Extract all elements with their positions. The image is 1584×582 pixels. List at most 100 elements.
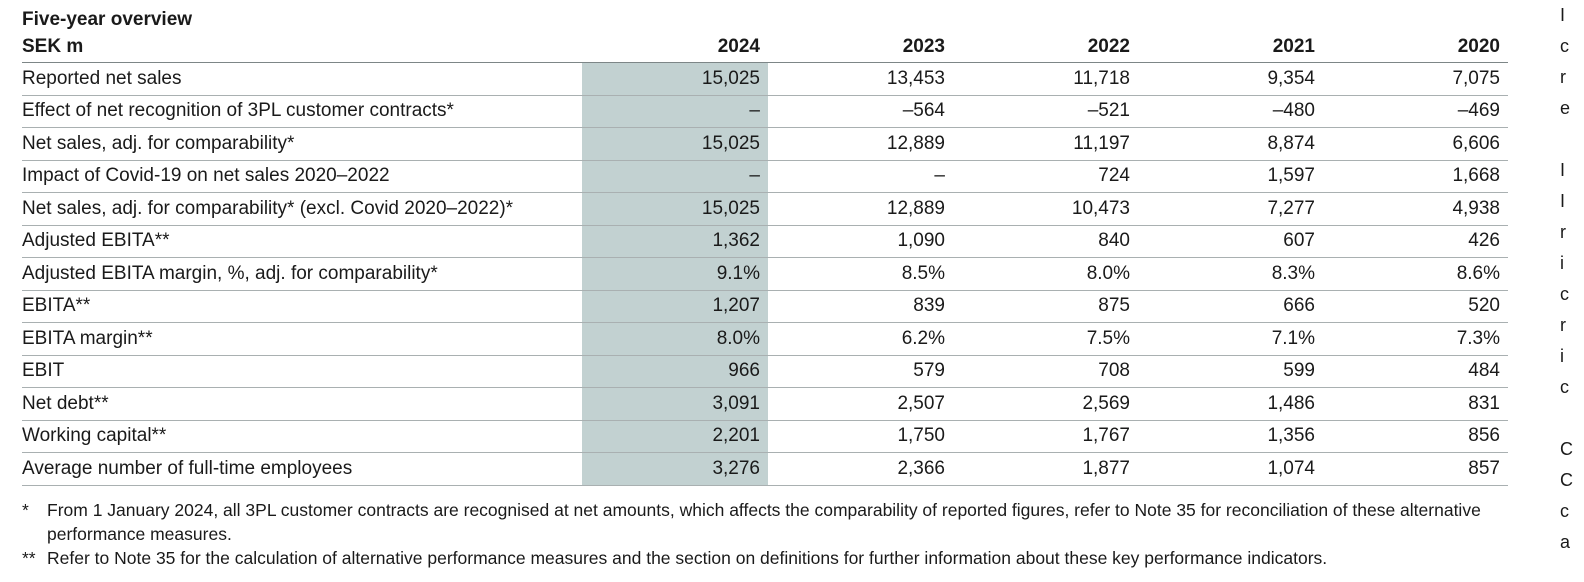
cell-2022: 1,767: [953, 420, 1138, 453]
overview-table: SEK m 2024 2023 2022 2021 2020 Reported …: [22, 32, 1508, 486]
cell-2023: 12,889: [768, 192, 953, 226]
cell-2021: 7,277: [1138, 192, 1323, 226]
five-year-overview: Five-year overview SEK m 2024 2023 2022 …: [22, 8, 1508, 570]
cell-2020: 520: [1323, 290, 1508, 323]
cell-2024: 1,207: [582, 290, 768, 323]
cell-2024: 8.0%: [582, 322, 768, 356]
cell-2021: 666: [1138, 290, 1323, 323]
cell-2024: 3,091: [582, 387, 768, 421]
row-label: Impact of Covid-19 on net sales 2020–202…: [22, 160, 582, 193]
cell-2023: 12,889: [768, 127, 953, 161]
cell-2022: –521: [953, 95, 1138, 128]
year-header-2024: 2024: [582, 32, 768, 63]
cell-2020: 7,075: [1323, 62, 1508, 96]
cell-2020: 7.3%: [1323, 322, 1508, 356]
year-header-2022: 2022: [953, 32, 1138, 63]
cell-2021: 8.3%: [1138, 257, 1323, 291]
table-row: Impact of Covid-19 on net sales 2020–202…: [22, 160, 1508, 193]
row-label: Adjusted EBITA margin, %, adj. for compa…: [22, 257, 582, 291]
cell-2022: 1,877: [953, 452, 1138, 486]
cell-2024: 966: [582, 355, 768, 388]
table-row: Net sales, adj. for comparability* 15,025…: [22, 127, 1508, 161]
clipped-text-fragment: a: [1560, 532, 1571, 552]
row-label: EBIT: [22, 355, 582, 388]
cell-2024: 15,025: [582, 192, 768, 226]
clipped-text-fragment: e: [1560, 98, 1571, 118]
cell-2020: 831: [1323, 387, 1508, 421]
clipped-text-fragment: r: [1560, 67, 1566, 87]
clipped-text-fragment: c: [1560, 377, 1569, 397]
cell-2020: 4,938: [1323, 192, 1508, 226]
cell-2020: 426: [1323, 225, 1508, 258]
clipped-text-fragment: [1556, 124, 1584, 155]
row-label: EBITA margin**: [22, 322, 582, 356]
cell-2023: 2,507: [768, 387, 953, 421]
cell-2023: 2,366: [768, 452, 953, 486]
clipped-text-fragment: [1556, 403, 1584, 434]
cell-2022: 11,718: [953, 62, 1138, 96]
row-label: Net sales, adj. for comparability* (excl…: [22, 192, 582, 226]
footnote-text: From 1 January 2024, all 3PL customer co…: [47, 499, 1481, 544]
clipped-text-fragment: c: [1560, 284, 1569, 304]
cell-2020: 1,668: [1323, 160, 1508, 193]
clipped-text-fragment: c: [1560, 501, 1569, 521]
cell-2022: 11,197: [953, 127, 1138, 161]
table-row: Average number of full-time employees 3,2…: [22, 452, 1508, 486]
cell-2023: 579: [768, 355, 953, 388]
clipped-text-fragment: I: [1560, 160, 1566, 180]
row-label: Reported net sales: [22, 62, 582, 96]
row-label: Adjusted EBITA**: [22, 225, 582, 258]
table-row: Working capital** 2,201 1,750 1,767 1,356 856: [22, 420, 1508, 453]
footnote: * From 1 January 2024, all 3PL customer …: [22, 498, 1508, 546]
clipped-text-fragment: r: [1560, 315, 1566, 335]
cell-2023: –: [768, 160, 953, 193]
clipped-text-fragment: i: [1560, 253, 1564, 273]
row-label: Working capital**: [22, 420, 582, 453]
cell-2023: 8.5%: [768, 257, 953, 291]
cell-2024: 3,276: [582, 452, 768, 486]
unit-header: SEK m: [22, 32, 582, 63]
row-label: Net sales, adj. for comparability*: [22, 127, 582, 161]
cell-2020: –469: [1323, 95, 1508, 128]
cell-2020: 6,606: [1323, 127, 1508, 161]
footnote-mark: **: [22, 547, 36, 568]
footnote-text: Refer to Note 35 for the calculation of …: [47, 547, 1328, 568]
clipped-text-fragment: c: [1560, 36, 1569, 56]
header-row: SEK m 2024 2023 2022 2021 2020: [22, 32, 1508, 63]
clipped-text-fragment: C: [1560, 470, 1573, 490]
cell-2022: 10,473: [953, 192, 1138, 226]
cell-2022: 708: [953, 355, 1138, 388]
cell-2024: 2,201: [582, 420, 768, 453]
cell-2024: 15,025: [582, 127, 768, 161]
table-row: Net sales, adj. for comparability* (excl…: [22, 192, 1508, 226]
clipped-text-fragment: i: [1560, 346, 1564, 366]
cell-2023: 1,090: [768, 225, 953, 258]
cell-2021: –480: [1138, 95, 1323, 128]
table-row: Net debt** 3,091 2,507 2,569 1,486 831: [22, 387, 1508, 421]
cell-2020: 856: [1323, 420, 1508, 453]
table-title: Five-year overview: [22, 9, 193, 30]
cell-2022: 8.0%: [953, 257, 1138, 291]
table-row: Adjusted EBITA margin, %, adj. for compa…: [22, 257, 1508, 291]
cell-2024: –: [582, 160, 768, 193]
row-label: Average number of full-time employees: [22, 452, 582, 486]
year-header-2021: 2021: [1138, 32, 1323, 63]
cell-2024: 1,362: [582, 225, 768, 258]
table-row: Reported net sales 15,025 13,453 11,718 9,35…: [22, 62, 1508, 96]
cell-2021: 607: [1138, 225, 1323, 258]
cell-2023: 13,453: [768, 62, 953, 96]
footnote-mark: *: [22, 499, 29, 520]
cell-2021: 1,074: [1138, 452, 1323, 486]
cell-2023: –564: [768, 95, 953, 128]
row-label: Net debt**: [22, 387, 582, 421]
cell-2023: 1,750: [768, 420, 953, 453]
cell-2020: 8.6%: [1323, 257, 1508, 291]
row-label: EBITA**: [22, 290, 582, 323]
table-row: Adjusted EBITA** 1,362 1,090 840 607 426: [22, 225, 1508, 258]
cell-2021: 1,356: [1138, 420, 1323, 453]
cell-2022: 2,569: [953, 387, 1138, 421]
cell-2021: 1,597: [1138, 160, 1323, 193]
table-row: EBIT 966 579 708 599 484: [22, 355, 1508, 388]
cell-2022: 840: [953, 225, 1138, 258]
